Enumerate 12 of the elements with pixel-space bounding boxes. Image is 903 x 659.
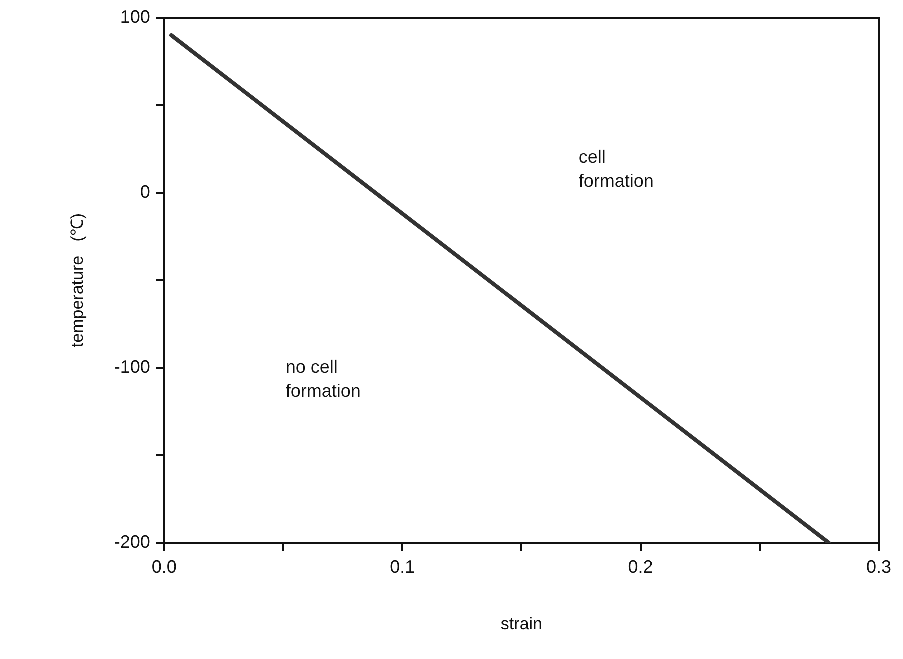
x-axis-title: strain (500, 614, 542, 634)
x-tick-label: 0.3 (866, 556, 892, 577)
y-axis-title: temperature (℃) (68, 213, 87, 348)
y-tick-label: 100 (120, 6, 150, 27)
x-tick-label: 0.1 (390, 556, 416, 577)
y-tick-label: 0 (140, 182, 150, 202)
y-tick-label: -200 (114, 532, 150, 552)
y-tick-label: -100 (114, 356, 150, 377)
x-tick-label: 0.2 (628, 556, 654, 577)
annotation: no cell formation (286, 357, 361, 402)
annotation: cell formation (578, 147, 654, 192)
x-tick-label: 0.0 (152, 556, 177, 577)
